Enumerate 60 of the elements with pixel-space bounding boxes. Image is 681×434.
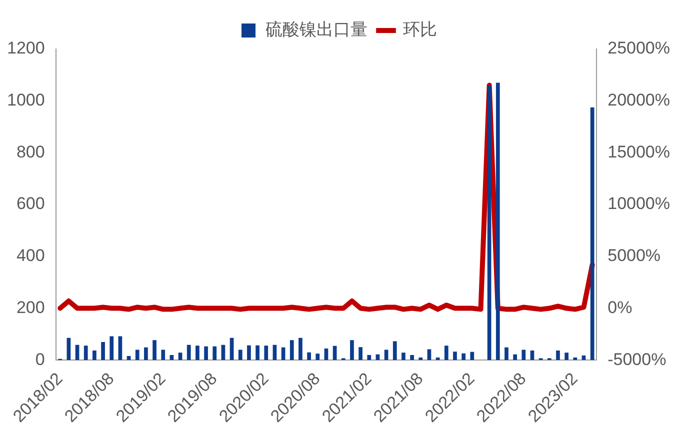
y-tick-label: 200 bbox=[16, 298, 45, 317]
y2-tick-label: 0% bbox=[608, 298, 632, 317]
y-tick-label: 800 bbox=[16, 142, 45, 162]
bar bbox=[453, 352, 457, 360]
bar bbox=[530, 350, 534, 360]
y-tick-label: 0 bbox=[35, 350, 45, 369]
bar bbox=[290, 340, 294, 360]
y-tick-label: 400 bbox=[16, 246, 45, 266]
bar bbox=[367, 354, 372, 360]
bar bbox=[504, 347, 508, 360]
bar bbox=[161, 350, 166, 360]
bar bbox=[410, 354, 414, 360]
bar bbox=[496, 82, 500, 360]
bar bbox=[212, 346, 217, 360]
bar bbox=[144, 347, 148, 360]
bar bbox=[196, 346, 200, 360]
bar bbox=[84, 346, 88, 360]
bar bbox=[470, 352, 474, 360]
bar bbox=[564, 352, 568, 360]
bar bbox=[152, 340, 156, 360]
bar bbox=[350, 340, 354, 360]
bar bbox=[402, 352, 406, 360]
bar bbox=[92, 350, 96, 360]
bar bbox=[556, 350, 560, 360]
bar bbox=[101, 342, 105, 360]
bar bbox=[110, 336, 114, 360]
bar bbox=[358, 347, 362, 360]
y-tick-label: 1200 bbox=[6, 38, 45, 58]
y-tick-label: 1000 bbox=[6, 90, 45, 110]
bar bbox=[418, 358, 423, 360]
bar bbox=[462, 353, 466, 360]
bar bbox=[256, 345, 260, 360]
bar bbox=[522, 350, 526, 360]
bar bbox=[238, 350, 242, 360]
y2-tick-label: -5000% bbox=[608, 350, 666, 369]
y2-tick-label: 10000% bbox=[608, 194, 670, 214]
bar bbox=[298, 338, 302, 360]
y2-tick-label: 25000% bbox=[608, 38, 670, 58]
bar bbox=[230, 338, 234, 360]
bar bbox=[392, 341, 397, 360]
bar bbox=[590, 107, 594, 360]
legend-label: 环比 bbox=[403, 20, 437, 40]
bar bbox=[487, 85, 492, 360]
bar bbox=[178, 352, 182, 360]
y2-tick-label: 20000% bbox=[608, 90, 670, 110]
bar bbox=[264, 346, 268, 360]
bar bbox=[573, 358, 578, 360]
bar bbox=[307, 352, 311, 360]
bar bbox=[204, 346, 208, 360]
bar bbox=[444, 346, 448, 360]
y2-tick-label: 5000% bbox=[608, 246, 661, 266]
bar bbox=[135, 350, 140, 360]
bar bbox=[316, 354, 320, 360]
y-tick-label: 600 bbox=[16, 194, 45, 214]
legend-label: 硫酸镍出口量 bbox=[266, 20, 368, 40]
y2-tick-label: 15000% bbox=[608, 142, 670, 162]
bar bbox=[427, 349, 432, 360]
bar bbox=[247, 345, 251, 360]
bar bbox=[513, 354, 517, 360]
bar bbox=[186, 344, 191, 360]
